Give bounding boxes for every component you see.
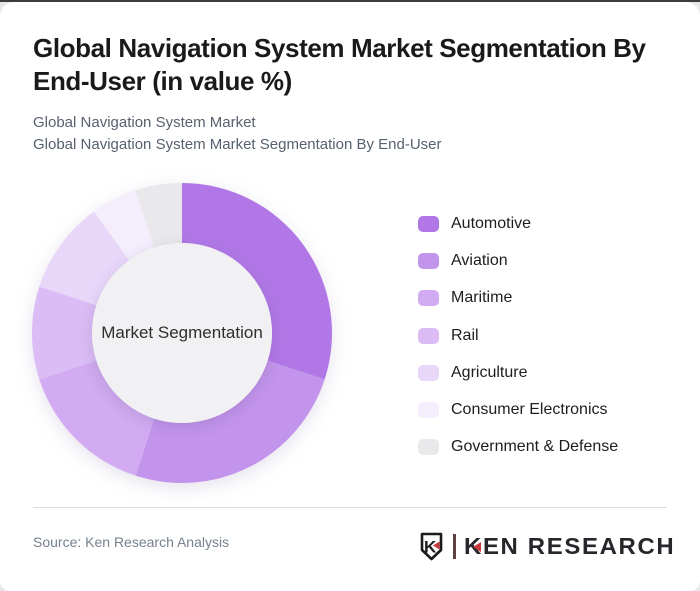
legend-swatch-agriculture [418, 364, 439, 381]
donut-center-label: Market Segmentation [101, 323, 263, 342]
legend-label-automotive: Automotive [451, 214, 532, 232]
legend-swatch-rail [418, 327, 439, 344]
legend: Automotive Aviation Maritime Rail Agricultur… [418, 205, 618, 466]
window-top-edge [0, 0, 700, 2]
shield-k-icon: K [420, 532, 443, 560]
donut-center: Market Segmentation [92, 243, 272, 423]
legend-label-government-defense: Government & Defense [451, 438, 619, 456]
logo-wordmark-wrap: KEN RESEARCH [464, 533, 674, 560]
legend-item-maritime: Maritime [418, 280, 618, 317]
legend-label-aviation: Aviation [451, 251, 508, 269]
legend-swatch-consumer-electronics [418, 402, 439, 419]
svg-text:K: K [424, 537, 437, 556]
donut-chart: Market Segmentation [32, 183, 332, 483]
subtitle-line-2: Global Navigation System Market Segmenta… [33, 136, 442, 153]
legend-item-automotive: Automotive [418, 205, 618, 242]
page-title-line-1: Global Navigation System Market Segmenta… [33, 33, 646, 63]
logo-k-arrow-icon [472, 541, 481, 552]
donut-segment-maritime [39, 360, 155, 476]
legend-label-rail: Rail [451, 326, 479, 344]
source-note: Source: Ken Research Analysis [33, 534, 230, 550]
legend-label-maritime: Maritime [451, 289, 513, 307]
donut-segment-consumer-electronics [93, 190, 155, 261]
legend-label-agriculture: Agriculture [451, 363, 528, 381]
ken-research-logo: K KEN RESEARCH [419, 531, 674, 561]
legend-item-government-defense: Government & Defense [418, 429, 618, 466]
footer-divider [33, 507, 667, 508]
donut-rings [32, 183, 332, 483]
donut-segment-government-defense [135, 183, 182, 248]
legend-swatch-maritime [418, 290, 439, 307]
subtitle-line-1: Global Navigation System Market [33, 114, 256, 131]
donut-segment-automotive [182, 183, 332, 380]
page-title: Global Navigation System Market Segmenta… [33, 32, 683, 98]
page-title-line-2: End-User (in value %) [33, 66, 292, 96]
donut-segment-aviation [135, 360, 325, 483]
subtitle: Global Navigation System Market Global N… [33, 112, 633, 156]
legend-swatch-aviation [418, 252, 439, 269]
legend-item-agriculture: Agriculture [418, 354, 618, 391]
legend-swatch-government-defense [418, 439, 439, 456]
legend-item-consumer-electronics: Consumer Electronics [418, 391, 618, 428]
legend-item-aviation: Aviation [418, 242, 618, 279]
logo-wordmark: KEN RESEARCH [463, 532, 676, 559]
donut-segment-rail [32, 286, 97, 380]
logo-separator [452, 533, 456, 559]
legend-label-consumer-electronics: Consumer Electronics [451, 401, 608, 419]
legend-item-rail: Rail [418, 317, 618, 354]
legend-swatch-automotive [418, 215, 439, 232]
